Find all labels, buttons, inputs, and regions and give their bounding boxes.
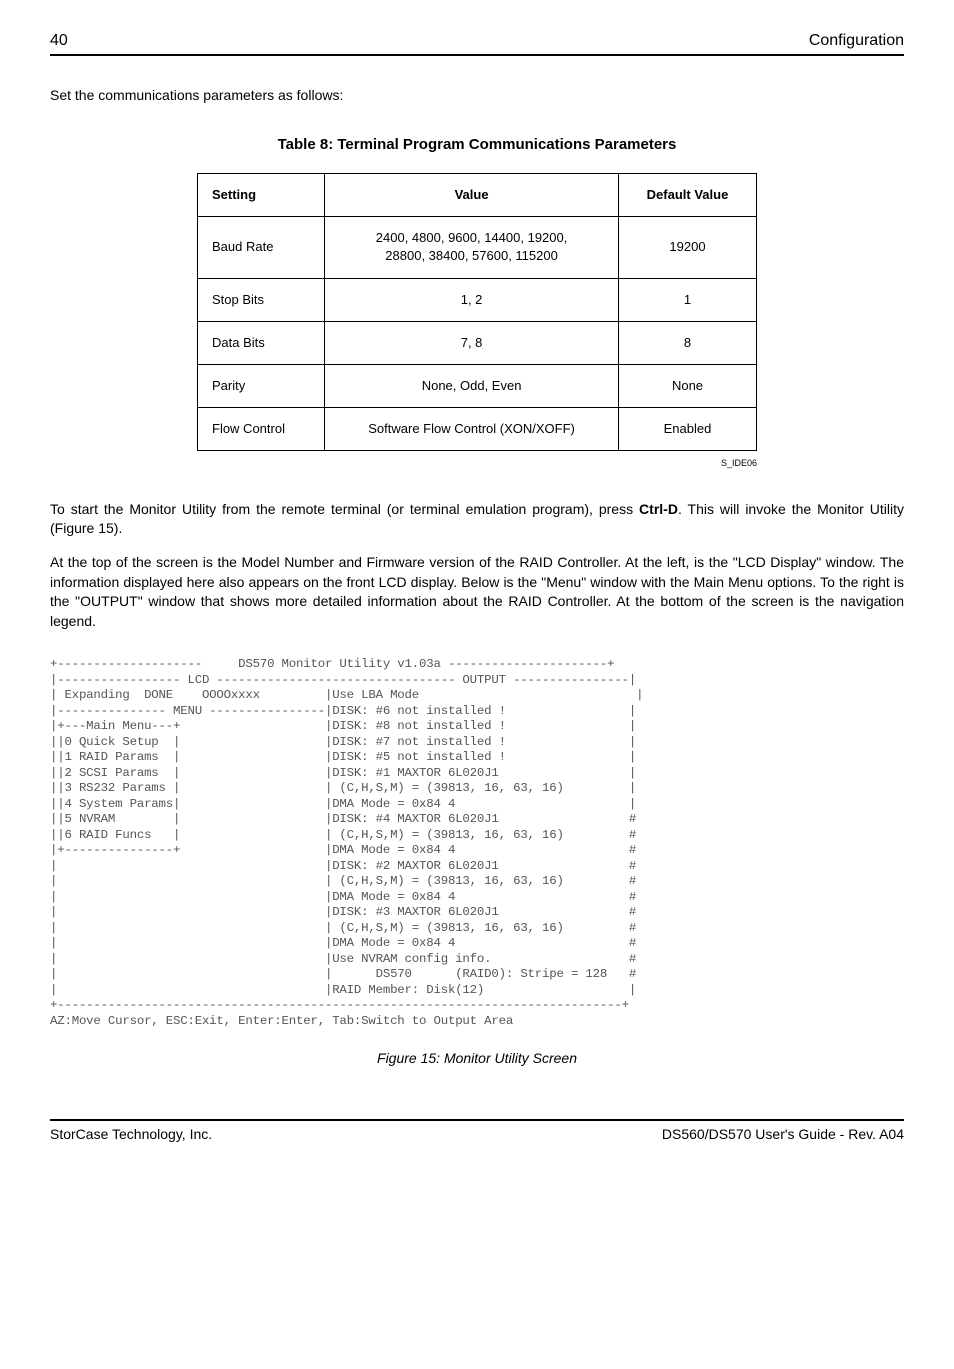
page-footer: StorCase Technology, Inc. DS560/DS570 Us…	[50, 1119, 904, 1145]
table-row: Flow Control Software Flow Control (XON/…	[198, 408, 757, 451]
cell-value: None, Odd, Even	[325, 364, 619, 407]
cell-value: 1, 2	[325, 278, 619, 321]
cell-value: 7, 8	[325, 321, 619, 364]
cell-default: 1	[618, 278, 756, 321]
cell-setting: Data Bits	[198, 321, 325, 364]
table-row: Parity None, Odd, Even None	[198, 364, 757, 407]
cell-default: 8	[618, 321, 756, 364]
cell-default: 19200	[618, 217, 756, 278]
footer-right: DS560/DS570 User's Guide - Rev. A04	[662, 1125, 904, 1145]
page-number: 40	[50, 30, 68, 52]
cell-value: 2400, 4800, 9600, 14400, 19200, 28800, 3…	[325, 217, 619, 278]
intro-text: Set the communications parameters as fol…	[50, 86, 904, 106]
para1a: To start the Monitor Utility from the re…	[50, 501, 639, 517]
table-row: Baud Rate 2400, 4800, 9600, 14400, 19200…	[198, 217, 757, 278]
paragraph-1: To start the Monitor Utility from the re…	[50, 500, 904, 539]
cell-setting: Baud Rate	[198, 217, 325, 278]
figure-caption: Figure 15: Monitor Utility Screen	[50, 1049, 904, 1069]
table-row: Stop Bits 1, 2 1	[198, 278, 757, 321]
paragraph-2: At the top of the screen is the Model Nu…	[50, 553, 904, 631]
table-row: Data Bits 7, 8 8	[198, 321, 757, 364]
params-table: Setting Value Default Value Baud Rate 24…	[197, 173, 757, 451]
table-header-row: Setting Value Default Value	[198, 173, 757, 216]
col-default: Default Value	[618, 173, 756, 216]
col-setting: Setting	[198, 173, 325, 216]
terminal-screenshot: +-------------------- DS570 Monitor Util…	[50, 657, 904, 1029]
cell-default: Enabled	[618, 408, 756, 451]
ctrl-d: Ctrl-D	[639, 501, 678, 517]
footer-left: StorCase Technology, Inc.	[50, 1125, 212, 1145]
table-note: S_IDE06	[197, 457, 757, 470]
section-title: Configuration	[809, 30, 904, 52]
table-caption: Table 8: Terminal Program Communications…	[50, 134, 904, 155]
cell-setting: Parity	[198, 364, 325, 407]
page-header: 40 Configuration	[50, 30, 904, 56]
cell-default: None	[618, 364, 756, 407]
cell-setting: Flow Control	[198, 408, 325, 451]
col-value: Value	[325, 173, 619, 216]
cell-value: Software Flow Control (XON/XOFF)	[325, 408, 619, 451]
cell-setting: Stop Bits	[198, 278, 325, 321]
